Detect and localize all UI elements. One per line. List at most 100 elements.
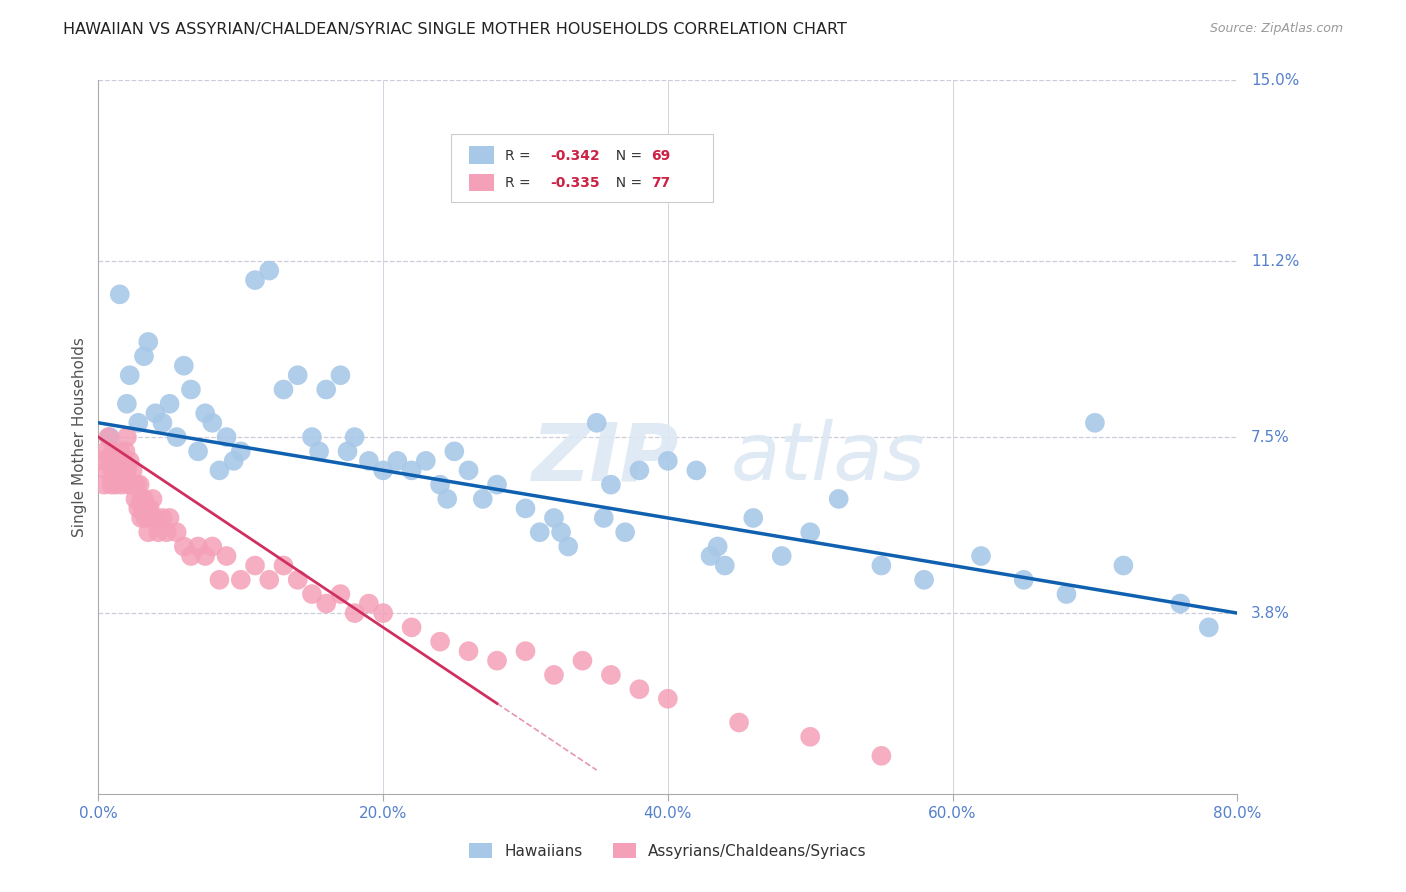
Point (166, 430, 188, 444)
Point (912, 573, 935, 587)
Point (600, 477, 623, 491)
Text: 69: 69 (651, 149, 671, 162)
Point (657, 454, 679, 468)
Point (315, 597, 337, 611)
Text: N =: N = (607, 176, 647, 190)
Point (357, 597, 380, 611)
Point (136, 334, 159, 349)
Point (125, 477, 148, 491)
Point (592, 511, 614, 525)
Point (128, 477, 150, 491)
Point (457, 463, 479, 477)
Point (229, 444, 252, 458)
Point (187, 444, 209, 458)
Point (141, 491, 163, 506)
Point (108, 454, 131, 468)
Point (371, 463, 394, 477)
Point (436, 491, 458, 506)
Point (429, 477, 451, 491)
Point (132, 491, 155, 506)
Point (429, 634, 451, 648)
Point (118, 368, 141, 383)
Point (156, 525, 179, 540)
Point (970, 549, 993, 563)
Point (104, 477, 127, 491)
Point (152, 416, 174, 430)
Point (728, 715, 751, 730)
Point (557, 540, 579, 554)
Text: R =: R = (505, 149, 536, 162)
Point (515, 644, 537, 658)
Point (118, 454, 141, 468)
Point (105, 454, 128, 468)
Point (138, 501, 160, 516)
Point (657, 691, 679, 706)
Point (301, 430, 323, 444)
Legend: Hawaiians, Assyrians/Chaldeans/Syriacs: Hawaiians, Assyrians/Chaldeans/Syriacs (463, 837, 873, 864)
Point (152, 511, 174, 525)
Text: 15.0%: 15.0% (1251, 73, 1299, 87)
Point (315, 383, 337, 397)
Y-axis label: Single Mother Households: Single Mother Households (72, 337, 87, 537)
Point (259, 263, 281, 277)
Point (329, 587, 352, 601)
Text: -0.335: -0.335 (551, 176, 600, 190)
Point (287, 368, 309, 383)
Point (114, 444, 136, 458)
Point (243, 273, 266, 287)
Point (301, 587, 323, 601)
Point (108, 287, 131, 301)
Point (173, 359, 195, 373)
Point (135, 501, 157, 516)
Point (371, 606, 394, 620)
Text: ZIP: ZIP (531, 419, 679, 498)
Point (1170, 597, 1192, 611)
Point (614, 525, 637, 540)
Point (799, 525, 821, 540)
Point (543, 668, 565, 682)
Point (131, 501, 153, 516)
Point (111, 454, 134, 468)
Point (1012, 573, 1035, 587)
Point (115, 463, 138, 477)
Point (471, 491, 494, 506)
Point (112, 463, 135, 477)
Point (180, 383, 202, 397)
Point (685, 463, 707, 477)
Point (1084, 416, 1107, 430)
Point (100, 477, 122, 491)
Point (115, 397, 138, 411)
Point (127, 501, 149, 516)
Point (343, 606, 366, 620)
Point (159, 397, 181, 411)
Point (457, 644, 479, 658)
Point (134, 511, 156, 525)
Point (215, 430, 238, 444)
Point (600, 668, 623, 682)
Point (401, 620, 423, 634)
Point (145, 406, 167, 420)
Point (201, 416, 224, 430)
Point (180, 549, 202, 563)
Point (699, 549, 721, 563)
Point (571, 654, 593, 668)
Point (208, 463, 231, 477)
Point (122, 477, 145, 491)
Point (550, 525, 572, 540)
Point (401, 463, 423, 477)
Point (101, 444, 124, 458)
Point (443, 444, 465, 458)
Point (543, 511, 565, 525)
Point (120, 477, 142, 491)
Point (486, 477, 509, 491)
Point (1056, 587, 1078, 601)
FancyBboxPatch shape (451, 134, 713, 202)
Text: N =: N = (607, 149, 647, 162)
Point (273, 558, 295, 573)
Point (585, 416, 607, 430)
Point (628, 463, 651, 477)
Point (194, 406, 217, 420)
Point (148, 525, 170, 540)
Text: HAWAIIAN VS ASSYRIAN/CHALDEAN/SYRIAC SINGLE MOTHER HOUSEHOLDS CORRELATION CHART: HAWAIIAN VS ASSYRIAN/CHALDEAN/SYRIAC SIN… (63, 22, 848, 37)
Point (110, 477, 132, 491)
